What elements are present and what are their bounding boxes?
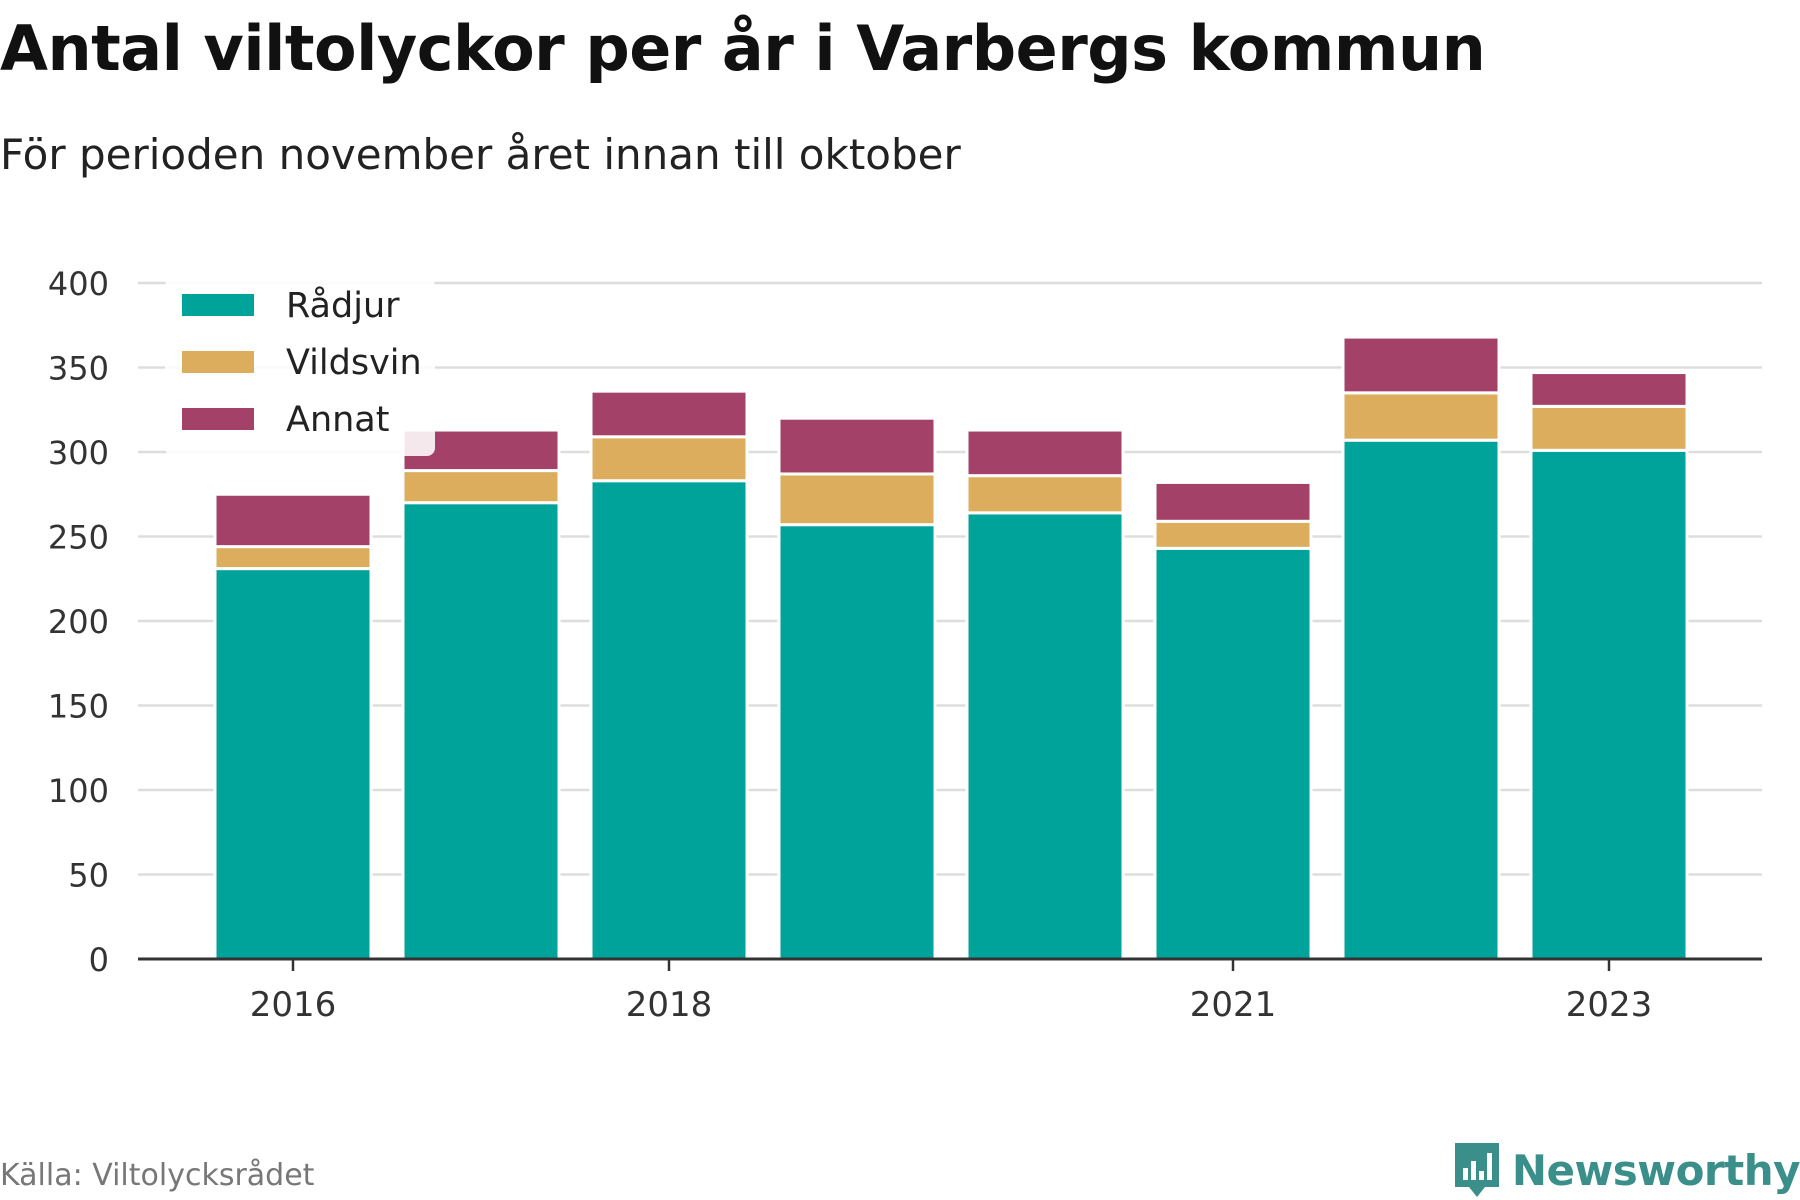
bar-segment (401, 501, 561, 961)
newsworthy-logo-icon (1454, 1143, 1499, 1197)
bar-segment (401, 469, 561, 505)
bar-segment (1153, 519, 1313, 550)
chart-title: Antal viltolyckor per år i Varbergs komm… (0, 12, 1486, 85)
bar-segment (965, 511, 1125, 961)
bar-segment (213, 545, 373, 571)
y-tick-label: 200 (48, 603, 109, 641)
bar-segment (1153, 480, 1313, 523)
bar-segment (965, 474, 1125, 515)
bar-segment (213, 492, 373, 549)
legend-swatch (182, 294, 254, 316)
bar-segment (1529, 404, 1689, 452)
bar-segment (1341, 335, 1501, 395)
brand-logo: Newsworthy (1452, 1140, 1800, 1200)
legend-label: Annat (286, 400, 389, 440)
legend-swatch (182, 351, 254, 373)
bar-segment (1529, 371, 1689, 408)
legend-label: Vildsvin (286, 343, 422, 383)
bar-segment (777, 523, 937, 961)
y-tick-label: 300 (48, 434, 109, 472)
brand-name: Newsworthy (1511, 1145, 1800, 1195)
legend-label: Rådjur (286, 285, 400, 326)
bars (213, 335, 1689, 961)
axes: 0 50 100 150 200 250 300 350 400 2016 2018 2021 2023 (48, 265, 1762, 1025)
y-tick-label: 400 (48, 265, 109, 303)
legend-swatch (182, 408, 254, 430)
x-tick-label: 2016 (250, 985, 337, 1025)
bar-segment (1153, 546, 1313, 961)
x-tick-label: 2023 (1566, 985, 1653, 1025)
bar-segment (589, 479, 749, 961)
y-tick-label: 250 (48, 519, 109, 557)
bar-segment (777, 416, 937, 476)
x-tick-label: 2018 (626, 985, 713, 1025)
chart-subtitle: För perioden november året innan till ok… (0, 130, 961, 179)
bar-segment (1341, 438, 1501, 961)
legend: Rådjur Vildsvin Annat (165, 278, 435, 456)
x-tick-label: 2021 (1190, 985, 1277, 1025)
bar-segment (777, 472, 937, 527)
bar-segment (213, 567, 373, 961)
y-tick-label: 0 (89, 941, 109, 979)
y-tick-label: 50 (68, 857, 109, 895)
source-note: Källa: Viltolycksrådet (0, 1158, 315, 1193)
bar-segment (1341, 391, 1501, 442)
bar-segment (1529, 448, 1689, 961)
bar-segment (589, 389, 749, 439)
y-tick-label: 350 (48, 350, 109, 388)
y-tick-label: 100 (48, 772, 109, 810)
bar-segment (589, 435, 749, 483)
bar-segment (965, 428, 1125, 478)
y-tick-label: 150 (48, 688, 109, 726)
